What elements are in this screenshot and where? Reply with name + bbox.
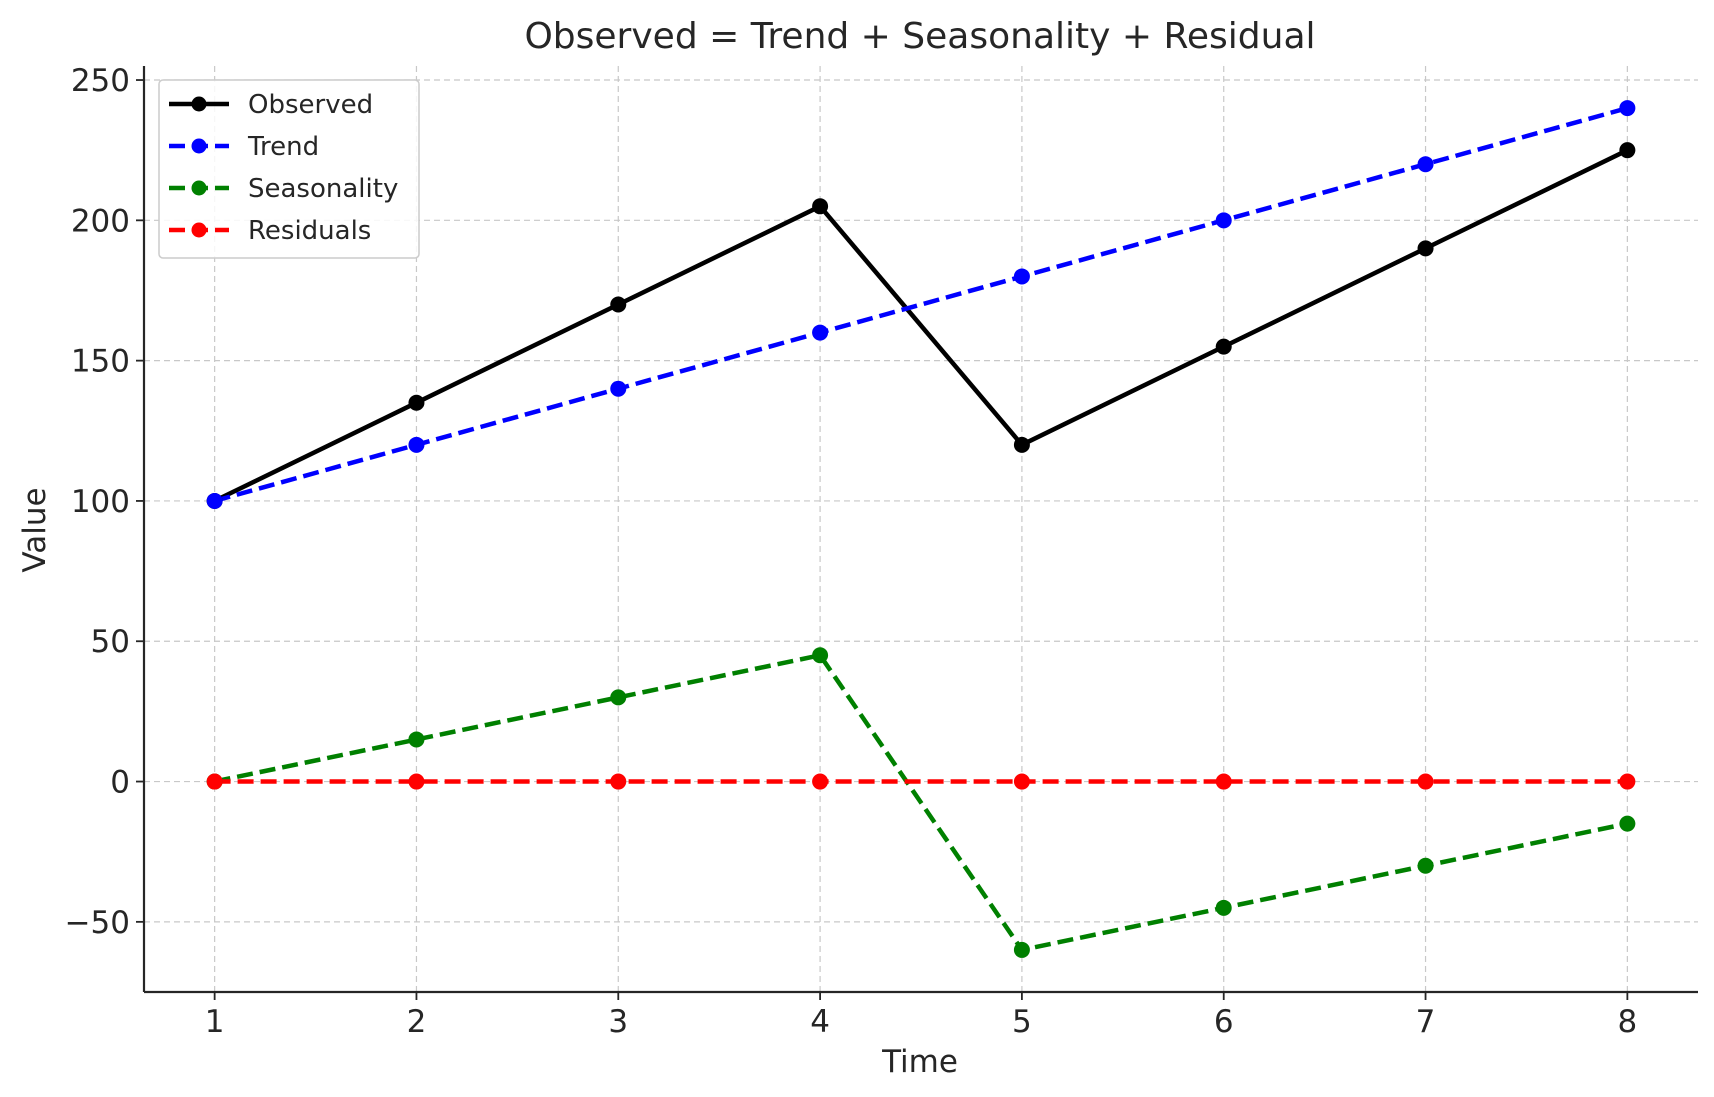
y-tick-label--50: −50 bbox=[65, 905, 130, 941]
legend-swatch-marker-trend bbox=[191, 138, 207, 154]
point-seasonality-8 bbox=[1619, 815, 1636, 832]
x-tick-label-7: 7 bbox=[1416, 1004, 1436, 1040]
point-seasonality-5 bbox=[1013, 941, 1030, 958]
point-trend-2 bbox=[408, 436, 425, 453]
x-tick-label-8: 8 bbox=[1617, 1004, 1637, 1040]
point-trend-3 bbox=[610, 380, 627, 397]
series-line-seasonality bbox=[214, 653, 1628, 953]
y-tick-label-100: 100 bbox=[71, 484, 130, 520]
x-tick-label-5: 5 bbox=[1012, 1004, 1032, 1040]
legend-label-trend: Trend bbox=[247, 132, 319, 162]
point-observed-3 bbox=[610, 296, 627, 313]
legend-box bbox=[158, 79, 420, 259]
chart-title: Observed = Trend + Seasonality + Residua… bbox=[524, 16, 1315, 57]
point-observed-2 bbox=[408, 394, 425, 411]
point-trend-7 bbox=[1417, 156, 1434, 173]
point-residuals-5 bbox=[1013, 773, 1030, 790]
point-observed-6 bbox=[1215, 338, 1232, 355]
point-trend-8 bbox=[1619, 100, 1636, 117]
point-seasonality-7 bbox=[1417, 857, 1434, 874]
point-residuals-8 bbox=[1619, 773, 1636, 790]
y-axis-label: Value bbox=[17, 487, 53, 572]
x-tick-label-2: 2 bbox=[407, 1004, 427, 1040]
point-observed-8 bbox=[1619, 142, 1636, 159]
point-observed-4 bbox=[812, 198, 829, 215]
x-tick-label-1: 1 bbox=[205, 1004, 225, 1040]
legend-label-observed: Observed bbox=[248, 90, 373, 120]
y-tick-label-250: 250 bbox=[71, 63, 130, 99]
point-trend-6 bbox=[1215, 212, 1232, 229]
ticks: 1 2 3 4 5 6 7 8 −50 0 50 100 150 200 250 bbox=[65, 63, 1638, 1040]
y-tick-label-50: 50 bbox=[91, 624, 130, 660]
legend-swatch-marker-observed bbox=[191, 96, 207, 112]
point-trend-5 bbox=[1013, 268, 1030, 285]
legend-label-residuals: Residuals bbox=[248, 216, 371, 246]
series-points bbox=[206, 100, 1636, 958]
point-residuals-7 bbox=[1417, 773, 1434, 790]
x-tick-label-4: 4 bbox=[810, 1004, 830, 1040]
point-residuals-4 bbox=[812, 773, 829, 790]
legend-swatch-marker-residuals bbox=[191, 222, 207, 238]
legend: Observed Trend Seasonality Residuals bbox=[158, 79, 420, 259]
legend-swatch-marker-seasonality bbox=[191, 180, 207, 196]
series-line-trend bbox=[213, 105, 1629, 504]
point-residuals-1 bbox=[206, 773, 223, 790]
point-observed-7 bbox=[1417, 240, 1434, 257]
series-lines bbox=[213, 105, 1629, 953]
series-line-observed bbox=[213, 148, 1629, 503]
y-tick-label-200: 200 bbox=[71, 203, 130, 239]
point-residuals-6 bbox=[1215, 773, 1232, 790]
point-seasonality-6 bbox=[1215, 899, 1232, 916]
y-tick-label-150: 150 bbox=[71, 344, 130, 380]
point-trend-4 bbox=[812, 324, 829, 341]
y-tick-label-0: 0 bbox=[110, 765, 130, 801]
x-axis-label: Time bbox=[881, 1044, 958, 1080]
point-trend-1 bbox=[206, 492, 223, 509]
point-residuals-2 bbox=[408, 773, 425, 790]
point-seasonality-2 bbox=[408, 731, 425, 748]
point-seasonality-4 bbox=[812, 647, 829, 664]
x-tick-label-6: 6 bbox=[1214, 1004, 1234, 1040]
point-seasonality-3 bbox=[610, 689, 627, 706]
x-tick-label-3: 3 bbox=[608, 1004, 628, 1040]
point-observed-5 bbox=[1013, 436, 1030, 453]
legend-label-seasonality: Seasonality bbox=[248, 174, 398, 204]
point-residuals-3 bbox=[610, 773, 627, 790]
